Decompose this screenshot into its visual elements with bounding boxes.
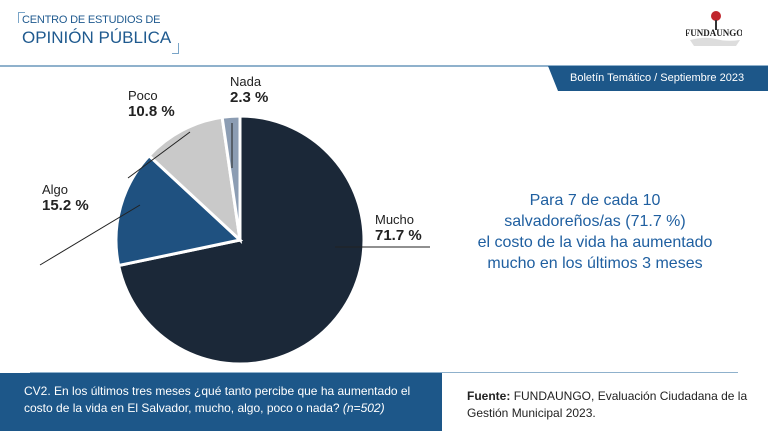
question-text: CV2. En los últimos tres meses ¿qué tant…: [24, 384, 411, 415]
source-text: FUNDAUNGO, Evaluación Ciudadana de la Ge…: [467, 389, 748, 420]
headline: Para 7 de cada 10 salvadoreños/as (71.7 …: [460, 190, 730, 274]
headline-line: mucho en los últimos 3 meses: [487, 255, 703, 272]
leader-line-algo: [39, 204, 141, 266]
source: Fuente: FUNDAUNGO, Evaluación Ciudadana …: [467, 388, 768, 422]
source-label: Fuente:: [467, 389, 511, 403]
label-nada: Nada 2.3 %: [230, 74, 269, 106]
headline-line: salvadoreños/as (71.7 %): [504, 213, 686, 230]
header-divider: [0, 65, 768, 67]
fundaungo-logo: FUNDAUNGO: [686, 11, 742, 46]
pie-slice-algo: [114, 153, 244, 268]
bulletin-banner: Boletín Temático / Septiembre 2023: [548, 66, 768, 91]
svg-text:FUNDAUNGO: FUNDAUNGO: [686, 28, 742, 38]
frame-corner: [18, 12, 25, 23]
question-box: CV2. En los últimos tres meses ¿qué tant…: [0, 373, 442, 431]
label-algo: Algo 15.2 %: [42, 182, 89, 214]
pie-slice-poco: [146, 115, 243, 244]
label-poco: Poco 10.8 %: [128, 88, 175, 120]
org-line2: OPINIÓN PÚBLICA: [22, 28, 172, 47]
headline-line: Para 7 de cada 10: [529, 192, 661, 209]
pie-chart: [39, 114, 430, 366]
frame-corner: [172, 43, 180, 54]
headline-line: el costo de la vida ha aumentado: [477, 234, 713, 251]
sample-size: (n=502): [342, 401, 385, 415]
leader-line-poco: [127, 131, 191, 179]
label-mucho: Mucho 71.7 %: [375, 212, 422, 244]
footer-divider: [30, 372, 738, 373]
org-brand: CENTRO DE ESTUDIOS DE OPINIÓN PÚBLICA: [18, 12, 180, 54]
org-line1: CENTRO DE ESTUDIOS DE: [22, 14, 161, 26]
pie-slice-nada: [220, 114, 242, 241]
